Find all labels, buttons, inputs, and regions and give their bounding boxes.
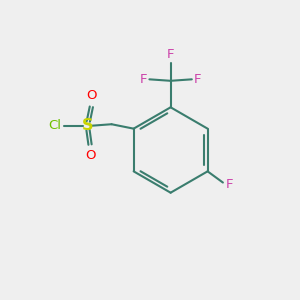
Text: F: F xyxy=(140,73,147,86)
Text: F: F xyxy=(225,178,233,190)
Text: S: S xyxy=(82,118,93,133)
Text: O: O xyxy=(87,89,97,102)
Text: O: O xyxy=(85,149,96,162)
Text: F: F xyxy=(194,73,202,86)
Text: F: F xyxy=(167,48,174,61)
Text: Cl: Cl xyxy=(48,119,61,132)
